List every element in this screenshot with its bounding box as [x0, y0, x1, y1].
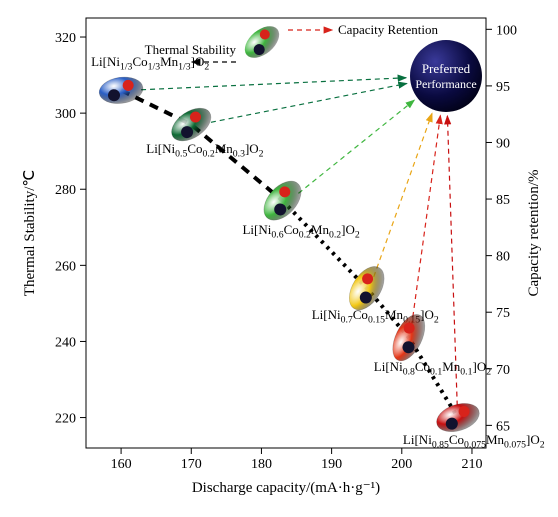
chart-root: 1601701801902002102202402602803003206570… [0, 0, 558, 512]
y-left-title: Thermal Stability/℃ [22, 170, 38, 296]
composition-label: Li[Ni0.85Co0.075Mn0.075]O2 [403, 432, 558, 454]
arrow-to-preferred [211, 83, 407, 122]
legend-thermal: Thermal Stability [145, 42, 237, 57]
x-tick-label: 180 [251, 457, 272, 472]
legend-capacity: Capacity Retention [338, 22, 439, 37]
yr-tick-label: 95 [496, 80, 510, 95]
composition-label: Li[Ni0.5Co0.2Mn0.3]O2 [146, 141, 346, 163]
chart-svg: 1601701801902002102202402602803003206570… [0, 0, 558, 512]
yr-tick-label: 100 [496, 23, 517, 38]
composition-label: Li[Ni1/3Co1/3Mn1/3]O2 [91, 54, 291, 76]
preferred-label-1: Preferred [422, 61, 471, 76]
yl-tick-label: 260 [55, 259, 76, 274]
preferred-label-2: Performance [415, 77, 476, 91]
yr-tick-label: 85 [496, 193, 510, 208]
yl-tick-label: 240 [55, 335, 76, 350]
yl-tick-label: 220 [55, 412, 76, 427]
arrow-to-preferred [141, 78, 406, 90]
yl-tick-label: 280 [55, 183, 76, 198]
x-tick-label: 170 [181, 457, 202, 472]
preferred-circle [410, 40, 482, 112]
arrow-to-preferred [374, 113, 432, 276]
composition-c1 [97, 74, 144, 106]
yr-tick-label: 80 [496, 250, 510, 265]
x-axis-title: Discharge capacity/(mA·h·g⁻¹) [192, 480, 380, 496]
x-tick-label: 160 [111, 457, 132, 472]
composition-label: Li[Ni0.8Co0.1Mn0.1]O2 [374, 359, 558, 381]
yr-tick-label: 90 [496, 136, 510, 151]
composition-label: Li[Ni0.6Co0.2Mn0.2]O2 [242, 222, 442, 244]
y-right-title: Capacity retention/% [526, 169, 542, 296]
yl-tick-label: 300 [55, 107, 76, 122]
x-tick-label: 190 [321, 457, 342, 472]
x-tick-label: 200 [391, 457, 412, 472]
x-tick-label: 210 [461, 457, 482, 472]
yl-tick-label: 320 [55, 31, 76, 46]
